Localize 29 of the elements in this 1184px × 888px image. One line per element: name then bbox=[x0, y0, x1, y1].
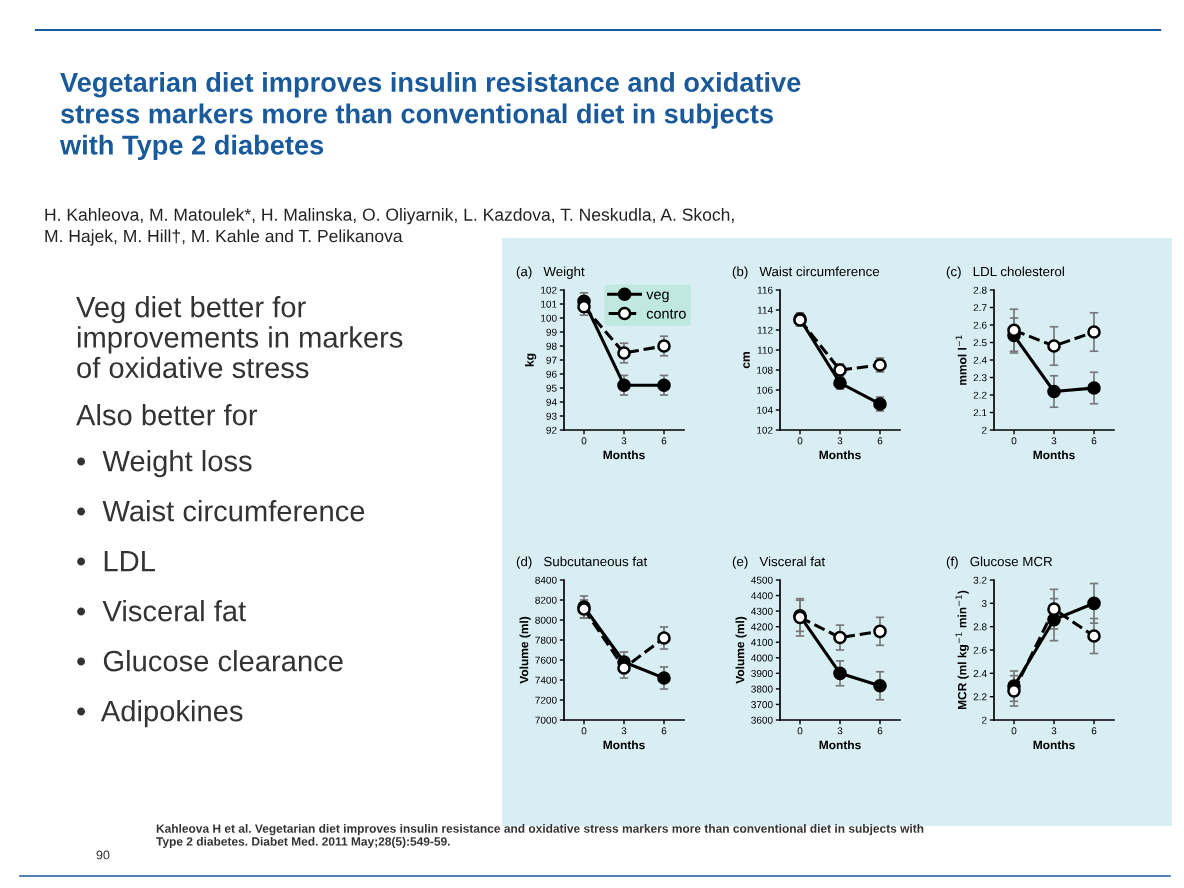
point bbox=[1087, 596, 1101, 611]
point bbox=[1047, 339, 1061, 353]
point bbox=[657, 671, 671, 685]
point bbox=[657, 631, 671, 645]
text: • Adipokines bbox=[77, 700, 243, 728]
point bbox=[873, 624, 887, 639]
text: • LDL bbox=[77, 551, 155, 572]
point bbox=[1047, 384, 1061, 399]
point bbox=[833, 666, 847, 681]
point bbox=[1007, 684, 1021, 698]
text: • Weight loss bbox=[77, 450, 252, 478]
text: • Visceral fat bbox=[77, 600, 246, 622]
point bbox=[1087, 381, 1101, 395]
point bbox=[617, 661, 631, 675]
point bbox=[833, 630, 847, 645]
point bbox=[617, 378, 631, 393]
text: Vegetarian diet improves insulin resistance and oxidative stress markers more than conventional diet in subjects with Type 2 diabetes bbox=[59, 72, 801, 161]
text: • Glucose clearance bbox=[77, 650, 343, 672]
point bbox=[1047, 602, 1061, 616]
text: • Waist circumference bbox=[77, 500, 365, 522]
text: Veg diet better for improvements in markers of oxidative stress bbox=[76, 296, 403, 379]
text: Also better for bbox=[76, 404, 258, 426]
point bbox=[657, 378, 671, 393]
point bbox=[657, 339, 671, 353]
point bbox=[873, 678, 887, 693]
point bbox=[1087, 325, 1101, 339]
text: H. Kahleova, M. Matoulek*, H. Malinska, O. Oliyarnik, L. Kazdova, T. Neskudla, A. Skoch, M. Hajek, M. Hill†, M. Kahle and T. Pelikanova bbox=[45, 208, 734, 246]
point bbox=[617, 346, 631, 360]
point bbox=[1087, 629, 1101, 643]
